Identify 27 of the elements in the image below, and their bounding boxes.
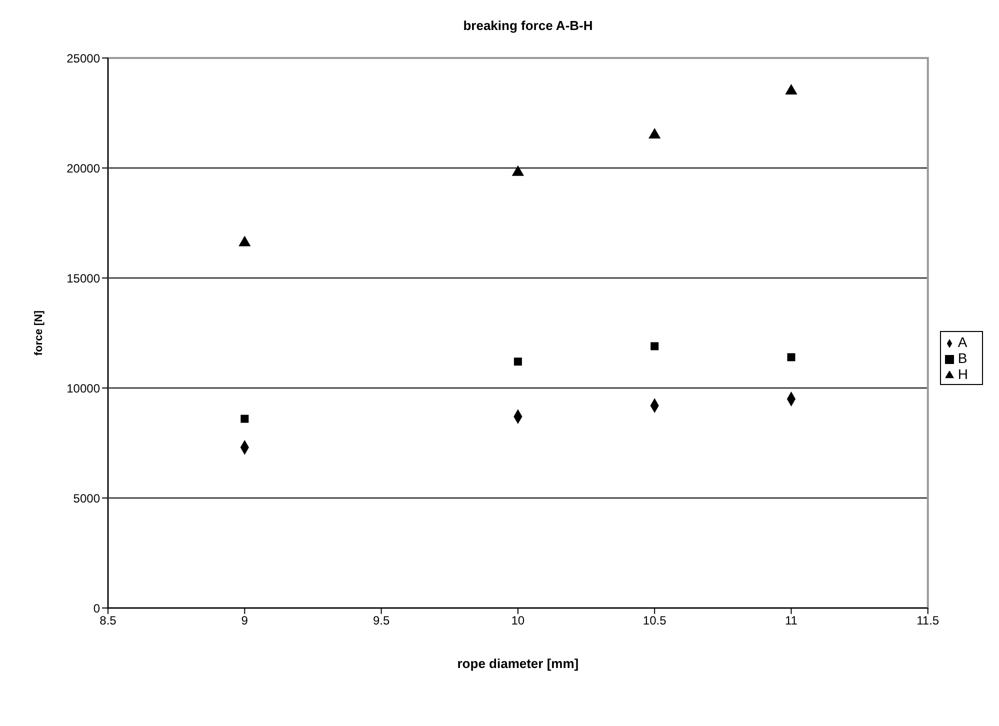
legend-label: A	[958, 334, 968, 350]
x-tick-label: 8.5	[100, 614, 117, 628]
point	[514, 358, 522, 366]
x-tick-label: 9.5	[372, 614, 390, 628]
point	[785, 84, 798, 95]
x-tick-label: 10.5	[642, 614, 667, 628]
x-tick-label: 10	[511, 614, 525, 628]
point	[648, 128, 661, 139]
point	[238, 236, 251, 246]
y-tick-label: 0	[93, 601, 100, 616]
x-tick-label: 11	[784, 614, 798, 628]
x-tick-label: 11.5	[916, 614, 940, 628]
legend-label: B	[958, 350, 968, 366]
point	[787, 353, 796, 362]
y-tick-label: 5000	[73, 491, 100, 506]
point	[240, 414, 249, 423]
y-tick-label: 25000	[66, 51, 100, 66]
point	[650, 342, 659, 350]
y-tick-label: 10000	[66, 381, 100, 396]
point	[512, 165, 524, 176]
y-tick-label: 15000	[66, 271, 100, 286]
y-tick-label: 20000	[66, 161, 100, 176]
legend-label: H	[958, 366, 968, 382]
x-tick-label: 9	[241, 614, 248, 628]
y-axis-title: force [N]	[32, 310, 45, 356]
x-axis-title: rope diameter [mm]	[457, 656, 579, 671]
chart-title: breaking force A-B-H	[462, 18, 594, 33]
